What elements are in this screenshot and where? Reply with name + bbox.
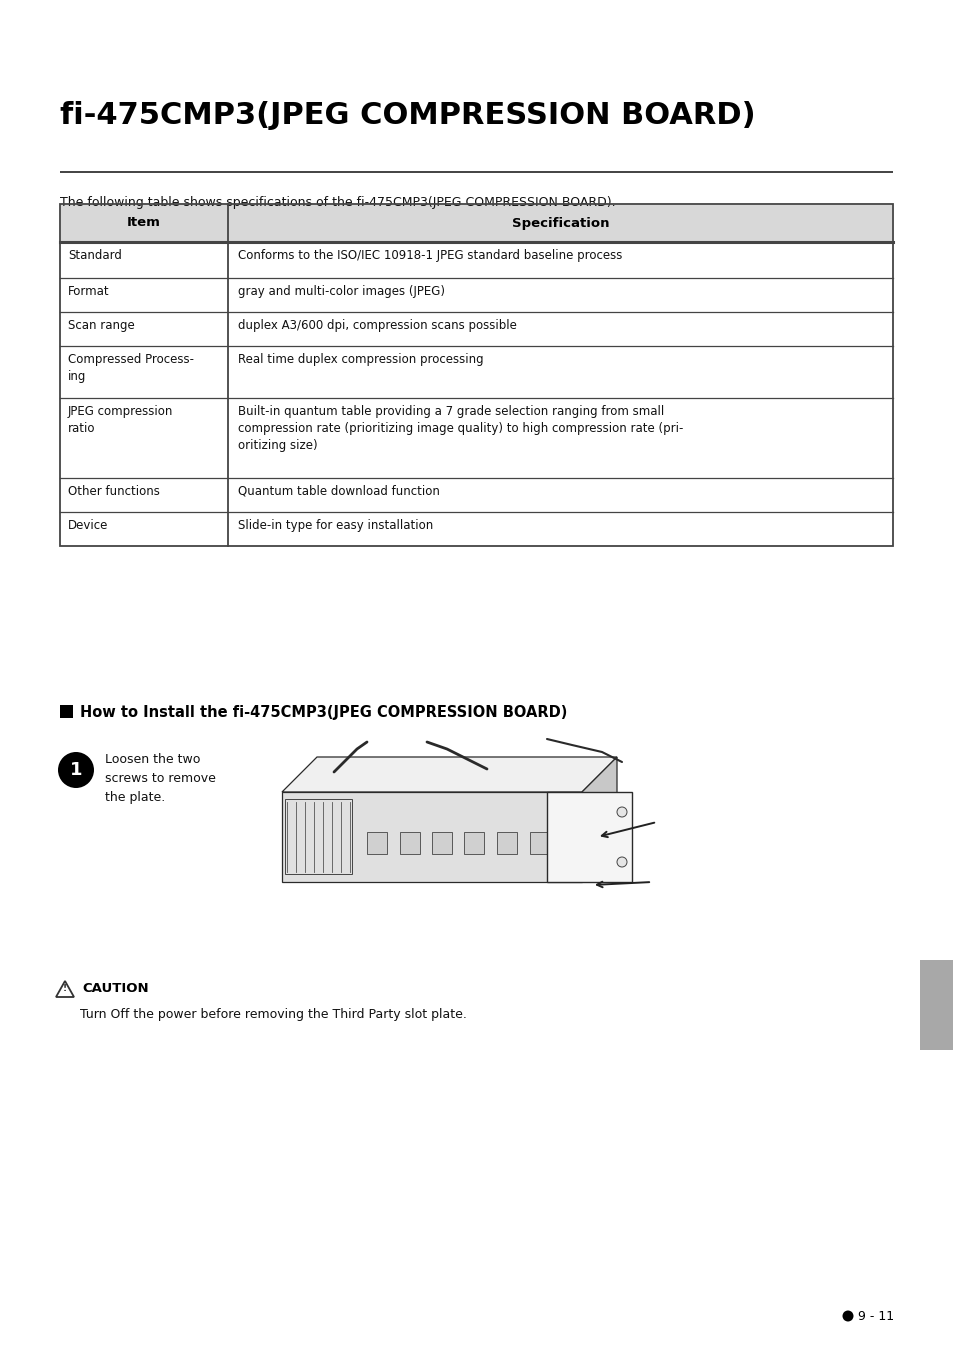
Text: Specification: Specification: [511, 216, 609, 230]
Text: 1: 1: [70, 761, 82, 780]
Polygon shape: [282, 757, 617, 792]
Text: fi-475CMP3(JPEG COMPRESSION BOARD): fi-475CMP3(JPEG COMPRESSION BOARD): [60, 101, 755, 130]
Text: Item: Item: [127, 216, 161, 230]
Circle shape: [58, 753, 94, 788]
Bar: [919, 961, 953, 1050]
Text: Compressed Process-
ing: Compressed Process- ing: [68, 353, 193, 382]
Polygon shape: [546, 792, 631, 882]
Bar: [367, 832, 387, 854]
Polygon shape: [56, 981, 74, 997]
Text: Device: Device: [68, 519, 109, 532]
Bar: [61, 205, 891, 242]
Text: Real time duplex compression processing: Real time duplex compression processing: [237, 353, 483, 366]
Text: !: !: [63, 984, 67, 993]
Text: Conforms to the ISO/IEC 10918-1 JPEG standard baseline process: Conforms to the ISO/IEC 10918-1 JPEG sta…: [237, 249, 621, 262]
Text: gray and multi-color images (JPEG): gray and multi-color images (JPEG): [237, 285, 444, 299]
Polygon shape: [581, 757, 617, 882]
Circle shape: [617, 857, 626, 867]
Bar: [497, 832, 517, 854]
Bar: [463, 832, 483, 854]
Text: How to Install the fi-475CMP3(JPEG COMPRESSION BOARD): How to Install the fi-475CMP3(JPEG COMPR…: [80, 705, 567, 720]
Text: Built-in quantum table providing a 7 grade selection ranging from small
compress: Built-in quantum table providing a 7 gra…: [237, 405, 682, 453]
Text: JPEG compression
ratio: JPEG compression ratio: [68, 405, 173, 435]
Text: 9 - 11: 9 - 11: [857, 1310, 893, 1323]
Text: duplex A3/600 dpi, compression scans possible: duplex A3/600 dpi, compression scans pos…: [237, 319, 517, 332]
Text: Format: Format: [68, 285, 110, 299]
Bar: [432, 832, 452, 854]
Bar: [399, 832, 419, 854]
Bar: [530, 832, 550, 854]
Text: Turn Off the power before removing the Third Party slot plate.: Turn Off the power before removing the T…: [80, 1008, 466, 1021]
Bar: [60, 705, 73, 717]
Text: Slide-in type for easy installation: Slide-in type for easy installation: [237, 519, 433, 532]
Circle shape: [617, 807, 626, 817]
Text: Quantum table download function: Quantum table download function: [237, 485, 439, 499]
Text: Standard: Standard: [68, 249, 122, 262]
Text: Other functions: Other functions: [68, 485, 160, 499]
Text: Scan range: Scan range: [68, 319, 134, 332]
Text: CAUTION: CAUTION: [82, 982, 149, 994]
Bar: [60, 204, 892, 546]
Circle shape: [841, 1310, 853, 1321]
Text: The following table shows specifications of the fi-475CMP3(JPEG COMPRESSION BOAR: The following table shows specifications…: [60, 196, 615, 209]
Text: Loosen the two
screws to remove
the plate.: Loosen the two screws to remove the plat…: [105, 753, 215, 804]
Polygon shape: [282, 792, 581, 882]
